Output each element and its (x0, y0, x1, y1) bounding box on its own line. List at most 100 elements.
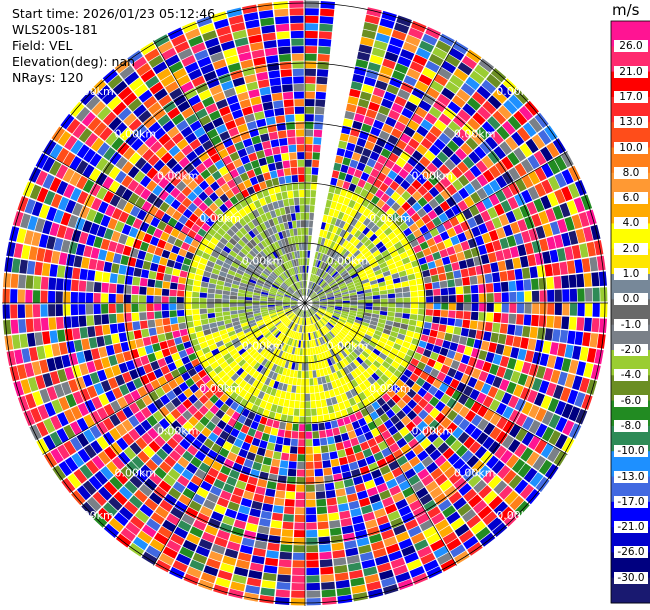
velocity-bin (432, 251, 442, 261)
velocity-bin (125, 521, 141, 536)
velocity-bin (316, 277, 321, 284)
velocity-bin (315, 313, 321, 320)
velocity-bin (600, 287, 608, 302)
velocity-bin (355, 316, 363, 322)
velocity-bin (247, 317, 255, 322)
velocity-bin (467, 238, 477, 249)
velocity-bin (291, 339, 296, 347)
velocity-bin (260, 375, 268, 384)
velocity-bin (377, 155, 388, 165)
velocity-bin (270, 327, 277, 333)
velocity-bin (457, 362, 468, 373)
velocity-bin (176, 169, 188, 180)
velocity-bin (195, 82, 209, 94)
velocity-bin (174, 238, 184, 248)
velocity-bin (373, 476, 385, 486)
velocity-bin (6, 241, 16, 257)
velocity-bin (408, 474, 421, 486)
velocity-bin (176, 343, 185, 352)
velocity-bin (238, 208, 247, 218)
velocity-bin (333, 291, 341, 295)
velocity-bin (339, 237, 346, 246)
velocity-bin (258, 356, 265, 364)
velocity-bin (14, 349, 24, 365)
velocity-bin (245, 522, 258, 533)
velocity-bin (86, 361, 97, 373)
velocity-bin (93, 314, 102, 326)
velocity-bin (521, 401, 533, 415)
velocity-bin (297, 461, 305, 470)
velocity-bin (261, 272, 269, 279)
velocity-bin (161, 383, 172, 394)
velocity-bin (340, 464, 350, 473)
velocity-bin (491, 460, 505, 474)
velocity-bin (356, 314, 364, 319)
velocity-bin (540, 146, 553, 162)
velocity-bin (194, 49, 209, 61)
velocity-bin (311, 305, 319, 309)
velocity-bin (508, 395, 519, 409)
velocity-bin (332, 225, 339, 234)
velocity-bin (342, 260, 350, 268)
velocity-bin (499, 355, 510, 368)
velocity-bin (366, 175, 376, 185)
velocity-bin (290, 300, 298, 302)
velocity-bin (253, 329, 261, 336)
velocity-bin (311, 316, 315, 324)
velocity-bin (319, 353, 324, 361)
velocity-bin (139, 504, 154, 517)
velocity-bin (141, 328, 150, 338)
velocity-bin (260, 348, 267, 356)
colorbar-tick-label: -30.0 (614, 571, 648, 584)
colorbar-tick-label: -10.0 (614, 445, 648, 458)
velocity-bin (191, 101, 205, 113)
velocity-bin (306, 590, 321, 598)
velocity-bin (357, 305, 365, 309)
velocity-bin (449, 216, 460, 227)
velocity-bin (199, 444, 211, 455)
velocity-bin (302, 356, 305, 363)
velocity-bin (305, 106, 315, 114)
velocity-bin (267, 301, 275, 303)
velocity-bin (421, 456, 434, 468)
velocity-bin (341, 432, 350, 442)
velocity-bin (412, 404, 423, 415)
velocity-bin (449, 74, 464, 88)
velocity-bin (514, 163, 527, 177)
velocity-bin (264, 318, 272, 324)
velocity-bin (222, 137, 234, 148)
velocity-bin (194, 468, 207, 480)
velocity-bin (283, 297, 291, 300)
velocity-bin (293, 323, 297, 331)
velocity-bin (341, 310, 349, 315)
velocity-bin (298, 258, 301, 266)
velocity-bin (265, 246, 272, 254)
velocity-bin (182, 208, 193, 219)
velocity-bin (214, 298, 222, 303)
velocity-bin (222, 303, 230, 308)
velocity-bin (365, 519, 378, 529)
velocity-bin (337, 195, 345, 204)
velocity-bin (349, 236, 357, 244)
velocity-bin (281, 76, 293, 85)
velocity-bin (553, 316, 562, 329)
velocity-bin (414, 106, 428, 119)
velocity-bin (281, 316, 288, 322)
velocity-bin (592, 287, 600, 302)
velocity-bin (217, 570, 233, 581)
velocity-bin (204, 37, 220, 49)
velocity-bin (95, 157, 109, 171)
velocity-bin (162, 120, 175, 133)
velocity-bin (348, 289, 357, 294)
velocity-bin (268, 275, 276, 281)
velocity-bin (283, 437, 291, 446)
velocity-bin (252, 341, 260, 349)
velocity-bin (18, 274, 27, 289)
velocity-bin (283, 399, 290, 408)
range-ring-label: 0.00km (72, 509, 114, 522)
velocity-bin (306, 273, 308, 281)
range-ring-label: 0.00km (369, 382, 411, 395)
velocity-bin (367, 376, 376, 385)
velocity-bin (278, 324, 285, 331)
velocity-bin (283, 298, 291, 301)
